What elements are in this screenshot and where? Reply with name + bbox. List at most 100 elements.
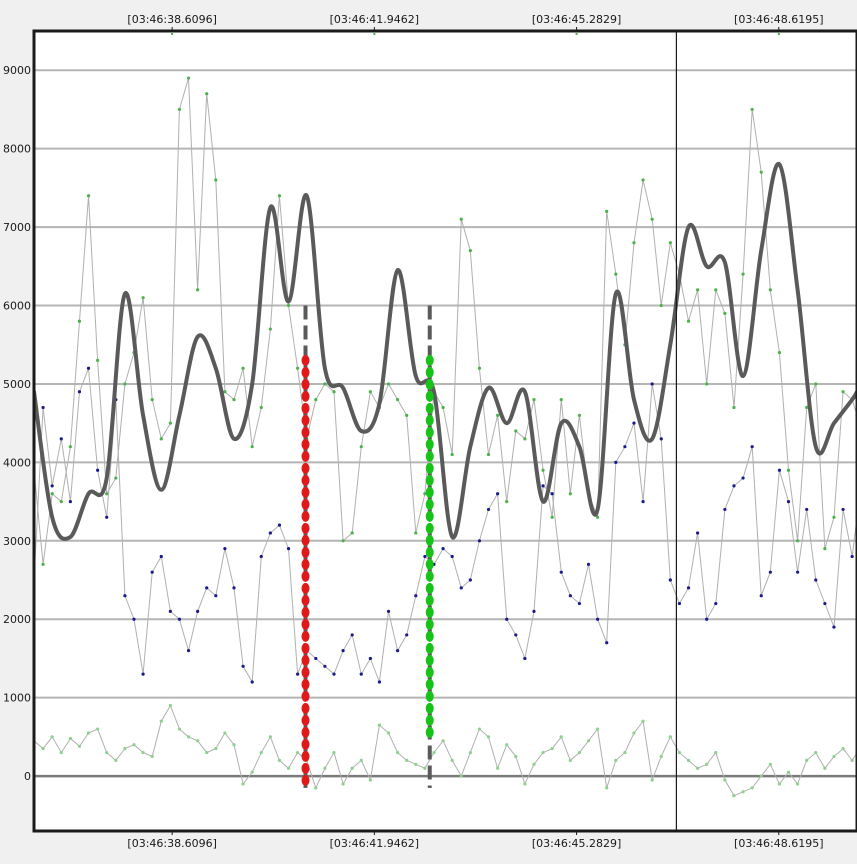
marker-dot-green <box>425 714 434 726</box>
y-tick-label: 7000 <box>3 221 31 234</box>
data-point-upper_signal <box>450 452 454 457</box>
data-point-lower_signal <box>614 758 618 763</box>
data-point-middle_signal <box>486 507 491 512</box>
data-point-middle_signal <box>250 680 254 684</box>
data-point-middle_signal <box>632 421 636 425</box>
data-point-lower_signal <box>259 750 263 755</box>
data-point-upper_signal <box>41 562 45 566</box>
data-point-lower_signal <box>486 735 491 739</box>
marker-dot-red <box>301 678 310 690</box>
data-point-upper_signal <box>723 311 727 315</box>
data-point-middle_signal <box>786 499 791 504</box>
marker-dot-red <box>301 618 310 630</box>
data-point-upper_signal <box>714 288 718 292</box>
data-point-middle_signal <box>177 617 182 621</box>
data-point-middle_signal <box>523 656 527 661</box>
data-point-upper_signal <box>832 515 836 519</box>
data-point-lower_signal <box>596 727 600 731</box>
data-point-middle_signal <box>150 570 154 574</box>
data-point-lower_signal <box>359 758 363 763</box>
data-point-upper_signal <box>168 421 172 425</box>
data-point-lower_signal <box>296 750 300 755</box>
data-point-upper_signal <box>750 107 754 112</box>
data-point-middle_signal <box>323 664 327 668</box>
data-point-upper_signal <box>641 178 645 182</box>
data-point-lower_signal <box>732 794 736 798</box>
marker-dot-red <box>301 486 310 498</box>
data-point-upper_signal <box>759 170 763 174</box>
data-point-upper_signal <box>96 358 100 363</box>
marker-dot-red <box>301 498 310 510</box>
data-point-middle_signal <box>259 554 263 559</box>
marker-dot-green <box>425 426 434 438</box>
marker-dot-green <box>425 474 434 486</box>
data-point-upper_signal <box>696 288 700 292</box>
data-point-upper_signal <box>214 178 218 182</box>
data-point-middle_signal <box>123 594 127 598</box>
marker-dot-green <box>425 354 434 366</box>
marker-dot-green <box>425 498 434 510</box>
marker-dot-red <box>301 390 310 402</box>
marker-dot-red <box>301 642 310 654</box>
data-point-lower_signal <box>459 774 463 778</box>
data-point-lower_signal <box>286 766 291 770</box>
data-point-middle_signal <box>805 507 809 512</box>
data-point-middle_signal <box>450 554 454 559</box>
data-point-upper_signal <box>141 296 145 300</box>
marker-dot-green <box>425 558 434 570</box>
data-point-lower_signal <box>432 750 436 755</box>
data-point-lower_signal <box>650 778 654 782</box>
data-point-lower_signal <box>368 778 372 782</box>
top-tick-dot <box>777 33 780 35</box>
data-point-middle_signal <box>686 586 691 590</box>
data-point-upper_signal <box>150 398 154 402</box>
series-line-lower_signal <box>34 704 857 797</box>
data-point-middle_signal <box>832 625 836 629</box>
data-point-middle_signal <box>814 578 818 582</box>
y-tick-label: 2000 <box>3 613 31 626</box>
data-point-middle_signal <box>232 586 236 590</box>
data-point-lower_signal <box>805 758 809 763</box>
data-point-upper_signal <box>196 288 200 292</box>
data-point-middle_signal <box>559 570 563 574</box>
data-point-upper_signal <box>496 413 500 417</box>
data-point-upper_signal <box>123 382 127 386</box>
marker-dot-green <box>425 642 434 654</box>
data-point-middle_signal <box>405 633 409 637</box>
marker-dot-red <box>301 474 310 486</box>
data-point-middle_signal <box>296 672 300 676</box>
data-point-middle_signal <box>477 539 482 543</box>
data-point-middle_signal <box>714 601 718 606</box>
data-point-lower_signal <box>496 766 500 770</box>
data-point-upper_signal <box>296 366 300 370</box>
marker-dot-red <box>301 738 310 750</box>
plot-layer <box>34 31 857 831</box>
data-point-lower_signal <box>796 782 800 786</box>
data-point-upper_signal <box>114 476 118 480</box>
data-point-lower_signal <box>832 754 836 759</box>
data-point-lower_signal <box>641 719 645 723</box>
marker-dot-green <box>425 618 434 630</box>
x-tick-label-bottom: [03:46:41.9462] <box>330 837 419 850</box>
plot-frame <box>32 29 857 833</box>
data-point-middle_signal <box>641 499 645 504</box>
data-point-middle_signal <box>414 594 418 598</box>
data-point-middle_signal <box>386 609 391 613</box>
data-point-upper_signal <box>532 398 536 402</box>
data-point-lower_signal <box>714 750 718 755</box>
data-point-middle_signal <box>668 578 672 582</box>
data-point-upper_signal <box>323 382 327 386</box>
data-point-upper_signal <box>314 398 318 402</box>
data-point-upper_signal <box>732 405 736 410</box>
data-point-middle_signal <box>68 499 72 504</box>
series-line-upper_signal <box>34 77 857 565</box>
data-point-lower_signal <box>814 750 818 755</box>
data-point-lower_signal <box>759 774 763 778</box>
data-point-lower_signal <box>577 750 582 755</box>
data-point-lower_signal <box>586 739 591 743</box>
data-point-middle_signal <box>359 672 363 676</box>
series-line-middle_signal <box>34 368 857 684</box>
marker-dot-red <box>301 450 310 462</box>
data-point-middle_signal <box>368 656 372 661</box>
